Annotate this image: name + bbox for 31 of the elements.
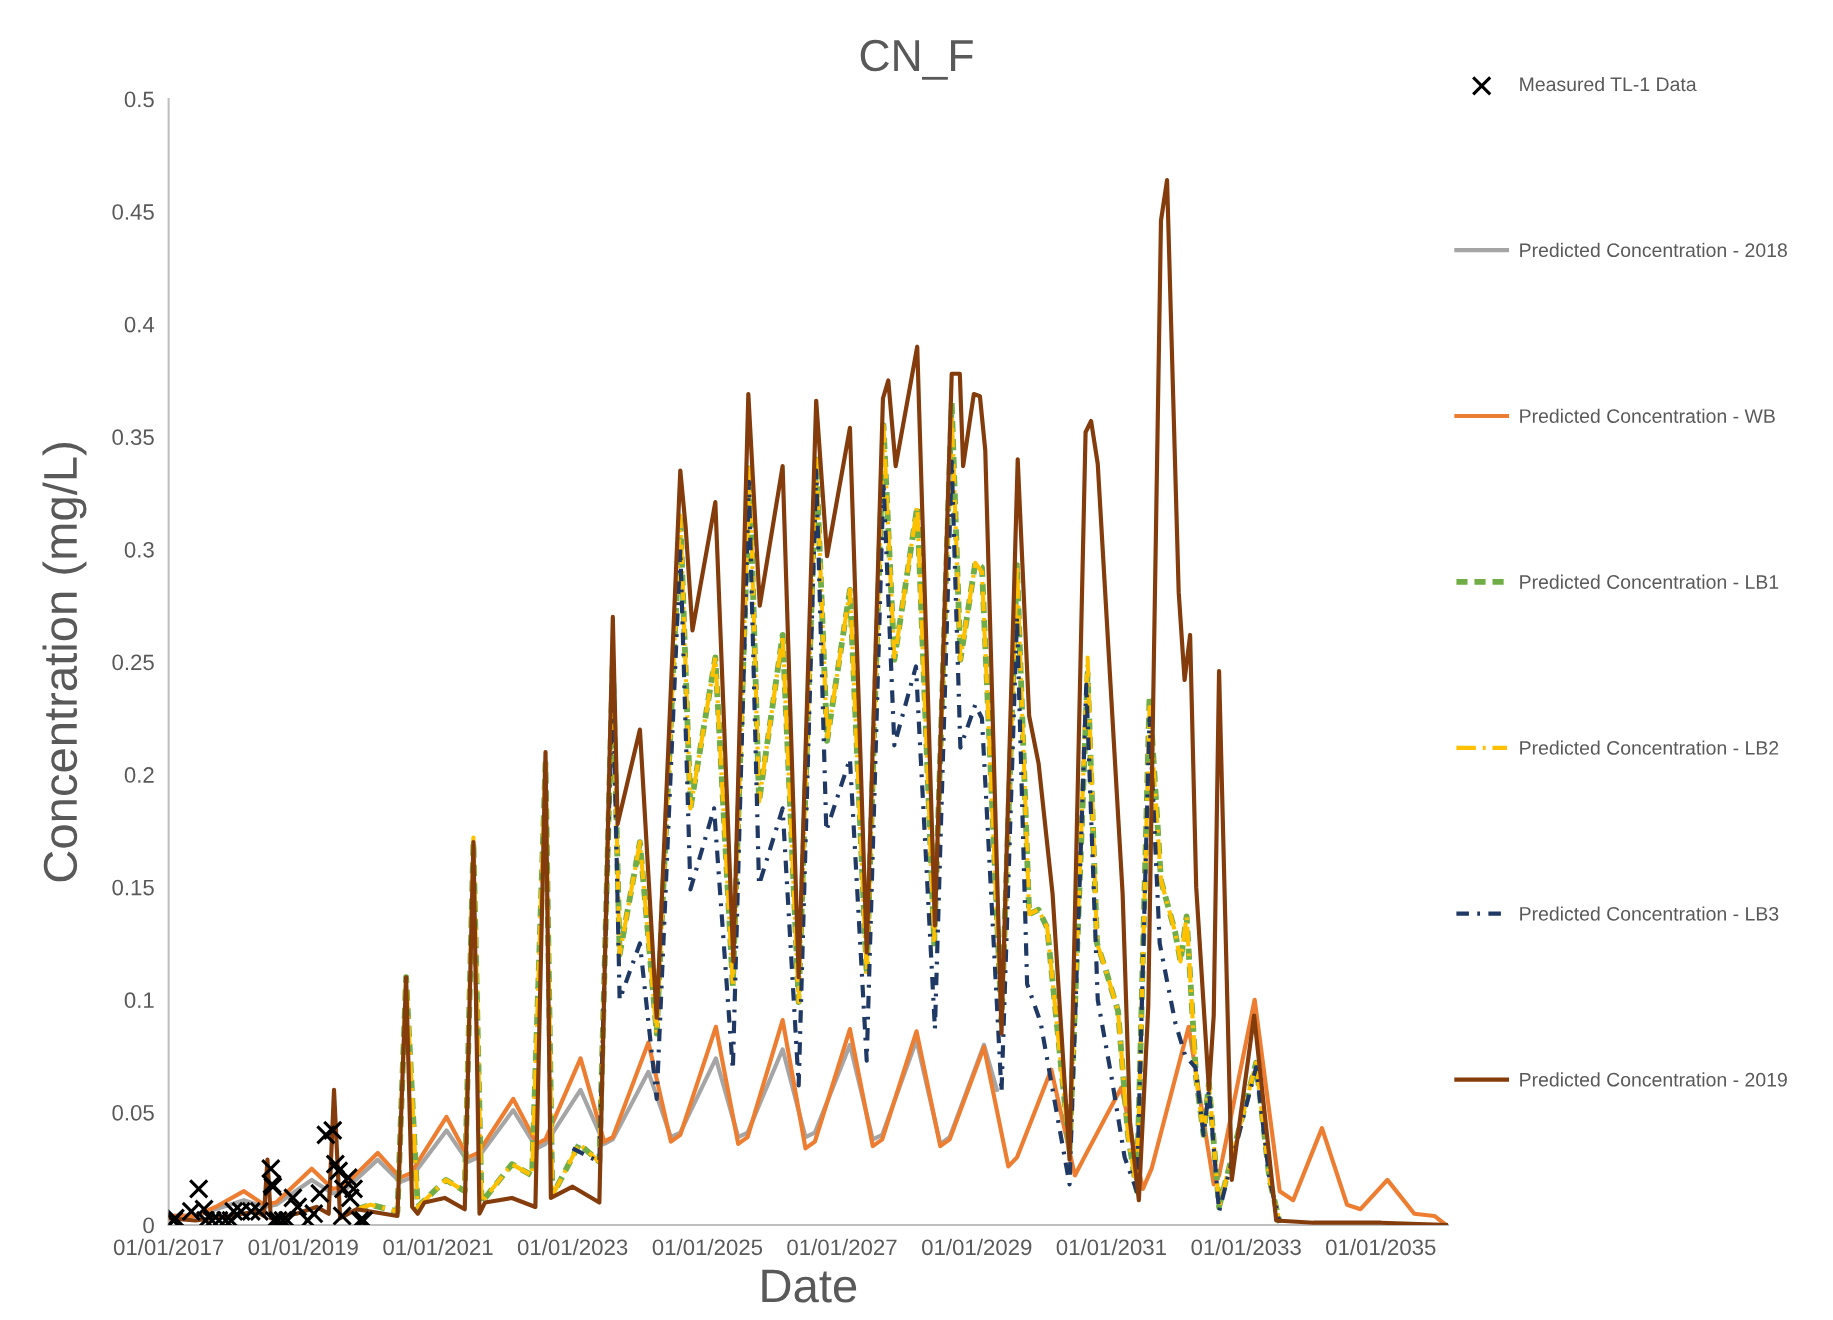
y-tick-label: 0 — [143, 1217, 154, 1234]
y-axis-title: Concentration (mg/L) — [42, 443, 87, 882]
x-tick-label: 01/01/2027 — [787, 1238, 897, 1256]
legend-label: Predicted Concentration - WB — [1520, 408, 1775, 423]
legend-label: Predicted Concentration - LB2 — [1520, 740, 1779, 755]
y-tick-label: 0.5 — [124, 91, 154, 108]
y-tick-label: 0.35 — [112, 429, 154, 446]
x-tick-label: 01/01/2025 — [652, 1238, 763, 1256]
y-tick-label: 0.25 — [112, 654, 154, 671]
y-tick-label: 0.2 — [124, 767, 154, 783]
legend-label: Predicted Concentration - 2019 — [1520, 1072, 1787, 1087]
y-tick-label: 0.45 — [112, 204, 154, 220]
x-tick-label: 01/01/2019 — [248, 1238, 358, 1256]
y-tick-label: 0.1 — [124, 992, 154, 1009]
legend-label: Predicted Concentration - LB1 — [1520, 574, 1779, 589]
chart-title: CN_F — [860, 39, 973, 80]
x-axis-title: Date — [762, 1269, 857, 1303]
x-tick-label: 01/01/2031 — [1056, 1238, 1166, 1256]
y-tick-label: 0.15 — [112, 879, 154, 896]
x-tick-label: 01/01/2035 — [1326, 1238, 1436, 1256]
legend-label: Measured TL-1 Data — [1520, 76, 1697, 92]
x-tick-label: 01/01/2017 — [113, 1238, 224, 1256]
x-tick-label: 01/01/2033 — [1191, 1238, 1301, 1256]
x-tick-label: 01/01/2029 — [922, 1238, 1032, 1256]
y-tick-label: 0.3 — [124, 541, 154, 558]
legend-label: Predicted Concentration - 2018 — [1520, 242, 1787, 258]
legend-label: Predicted Concentration - LB3 — [1520, 906, 1779, 921]
x-tick-label: 01/01/2023 — [517, 1238, 628, 1256]
y-tick-label: 0.4 — [124, 316, 155, 333]
x-tick-label: 01/01/2021 — [383, 1238, 493, 1256]
y-tick-label: 0.05 — [112, 1104, 154, 1121]
